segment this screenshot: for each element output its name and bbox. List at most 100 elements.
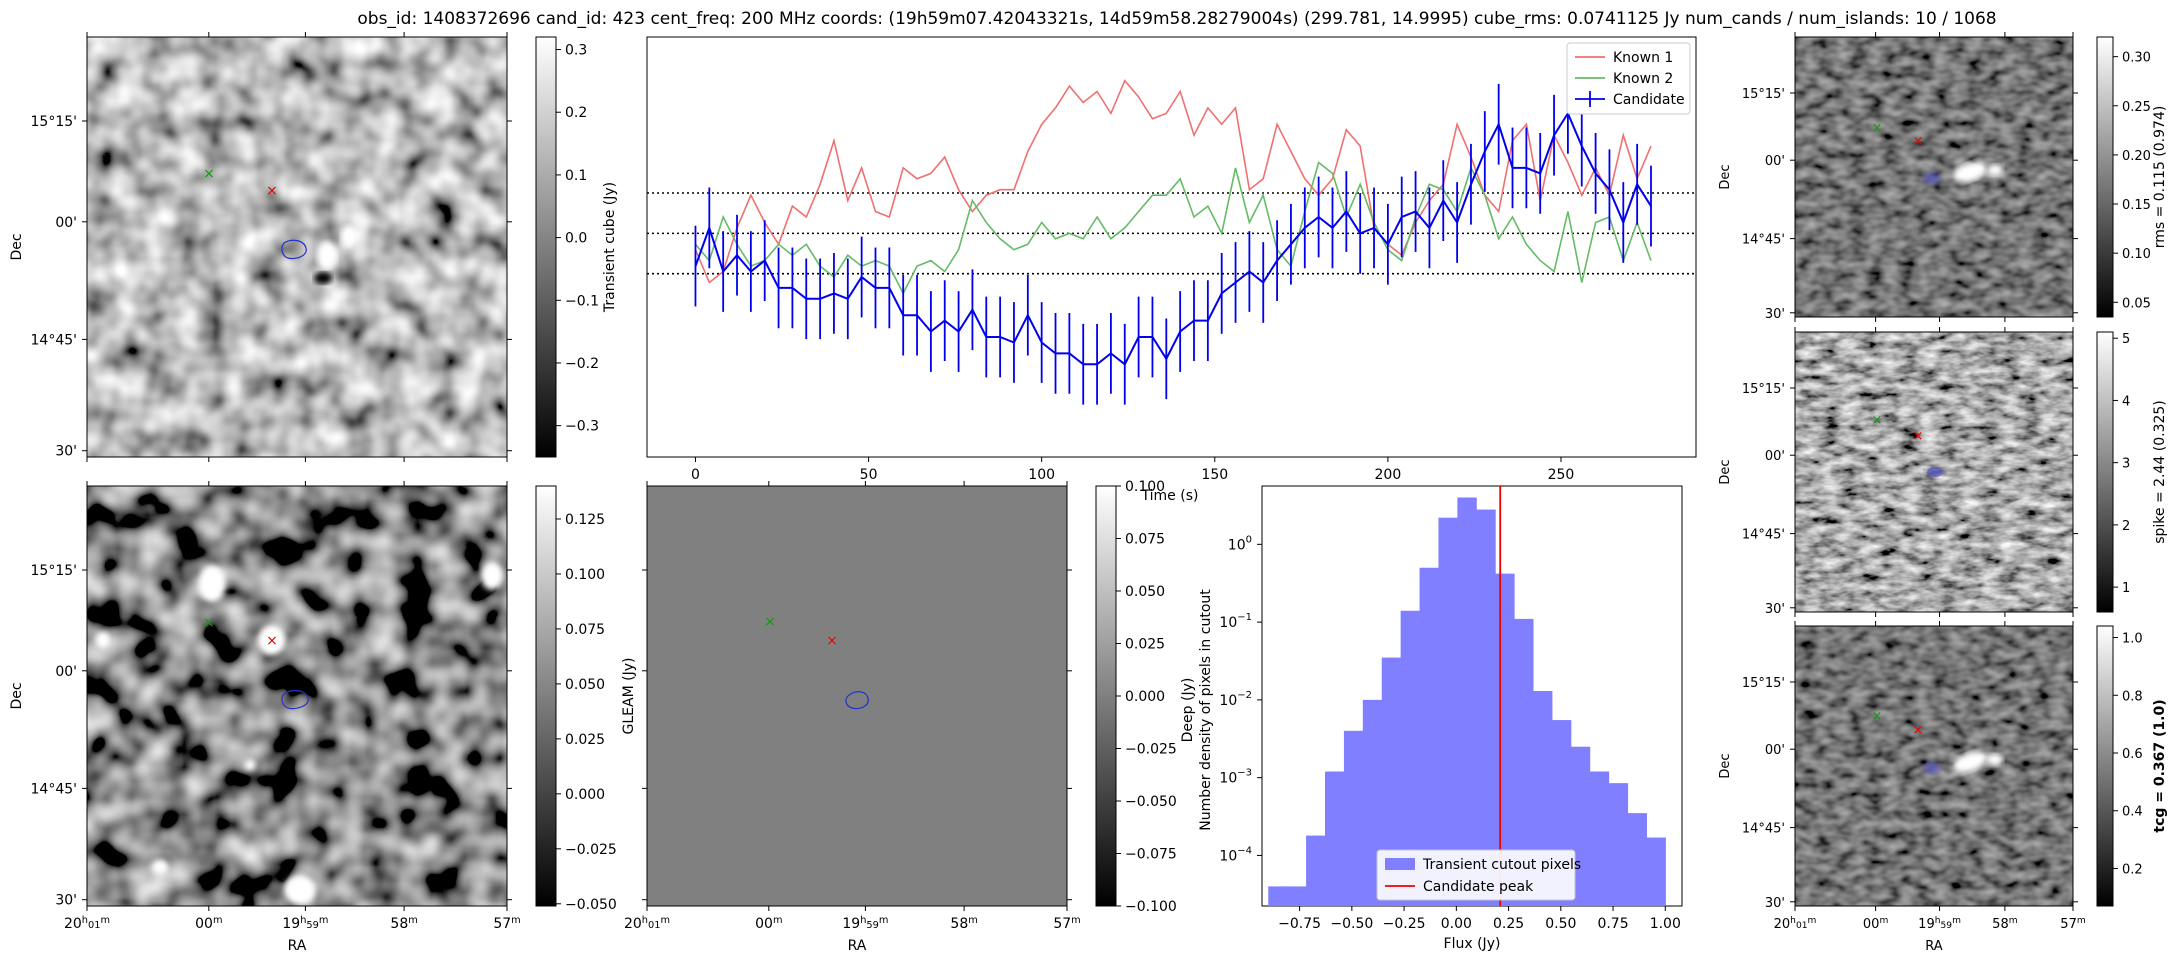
dec-tick-label: 14°45'	[1742, 822, 1785, 837]
histogram-bar	[1589, 771, 1610, 906]
colorbar-tick-label: 0.10	[2122, 247, 2151, 262]
candidate-marker: ×	[1913, 134, 1924, 149]
x-tick-label: 200	[1375, 467, 1402, 483]
colorbar-tick-label: 0.6	[2122, 747, 2143, 762]
dec-tick-label: 14°45'	[1742, 528, 1785, 543]
dec-tick-label: 00'	[1765, 449, 1785, 464]
deep-colorbar	[535, 485, 557, 907]
colorbar-tick-label: 0.15	[2122, 198, 2151, 213]
colorbar-tick-label: 0.05	[2122, 296, 2151, 311]
x-tick-label: 0.00	[1441, 916, 1472, 932]
gleam-colorbar-ticks: 0.100 0.075 0.050 0.025 0.000 −0.025 −0.050 −0.…	[1116, 479, 1177, 915]
colorbar-tick-label: 2	[2122, 519, 2130, 534]
colorbar-tick-label: 0.0	[565, 231, 587, 247]
candidate-marker: ×	[266, 183, 278, 199]
right-panel-axes: 15°15' 00' 14°45' 30' Dec 0.30 0.25 0.20 0.15 0.1…	[1718, 32, 2151, 322]
histogram-bar	[1438, 517, 1458, 906]
rms-colorbar-label: rms = 0.115 (0.974)	[2152, 106, 2168, 249]
dec-tick-label: 15°15'	[1742, 382, 1785, 397]
ra-tick-label: 19h59m	[1918, 916, 1961, 932]
spike-colorbar-label: spike = 2.44 (0.325)	[2152, 400, 2168, 544]
x-tick-label: −0.25	[1383, 916, 1426, 932]
colorbar-tick-label: −0.025	[1125, 742, 1177, 758]
ra-tick-label: 19h59m	[282, 915, 328, 932]
deep-colorbar-ticks: 0.125 0.100 0.075 0.050 0.025 0.000 −0.025 −0.0…	[556, 512, 617, 913]
colorbar-tick-label: 0.125	[565, 512, 605, 528]
dec-tick-label: 15°15'	[31, 563, 77, 579]
series-line	[694, 161, 1652, 296]
x-tick-label: 150	[1201, 467, 1228, 483]
gleam-ylabel: GLEAM (Jy)	[621, 658, 637, 735]
series-candidate	[694, 73, 1652, 405]
ra-axis-label: RA	[848, 938, 867, 954]
x-tick-label: 0.75	[1597, 916, 1628, 932]
colorbar-tick-label: 0.4	[2122, 805, 2143, 820]
ra-tick-label: 57m	[2060, 916, 2086, 932]
dec-axis-label: Dec	[1718, 753, 1733, 778]
deep-colorbar-label: Deep (Jy)	[1180, 678, 1196, 743]
colorbar-tick-label: 0.050	[1125, 584, 1165, 600]
dec-tick-label: 00'	[1765, 743, 1785, 758]
dec-tick-label: 00'	[55, 664, 77, 680]
ra-tick-label: 20h01m	[624, 915, 670, 932]
x-tick-label: 250	[1548, 467, 1575, 483]
colorbar-tick-label: 0.075	[1125, 532, 1165, 548]
ra-tick-label: 00m	[1863, 916, 1889, 932]
legend-known2: Known 2	[1613, 71, 1673, 87]
x-tick-label: 1.00	[1650, 916, 1681, 932]
right-panel-axes: 15°15' 00' 14°45' 30' Dec 5 4 3 2 1	[1718, 327, 2130, 617]
candidate-marker: ×	[1913, 429, 1924, 444]
colorbar-tick-label: 0.20	[2122, 149, 2151, 164]
colorbar-tick-label: 0.100	[565, 567, 605, 583]
dec-tick-label: 30'	[1765, 896, 1785, 911]
tcg-image-panel: × ×	[1794, 625, 2114, 907]
transient-image-panel: × ×	[86, 36, 508, 458]
lightcurve-legend: Known 1 Known 2 Candidate	[1566, 42, 1691, 115]
lightcurve-x-axis: 0 50 100 150 200 250	[691, 457, 1574, 483]
candidate-marker: ×	[266, 633, 278, 649]
dec-axis-label: Dec	[9, 682, 25, 709]
series-line	[694, 79, 1652, 284]
dec-tick-label: 30'	[1765, 307, 1785, 322]
lightcurve-panel: 0 50 100 150 200 250 Time (s) Known 1 Known 2…	[646, 36, 1697, 504]
legend-peak: Candidate peak	[1423, 879, 1534, 895]
series-line	[694, 111, 1652, 366]
y-tick-label: 10−2	[1219, 690, 1252, 709]
histogram-bar	[1400, 610, 1421, 906]
transient-colorbar-ticks: 0.3 0.2 0.1 0.0 −0.1 −0.2 −0.3	[556, 43, 599, 435]
ra-tick-label: 20h01m	[64, 915, 110, 932]
histogram-bar	[1287, 886, 1307, 906]
ra-tick-label: 00m	[195, 915, 222, 932]
ra-tick-label: 58m	[1992, 916, 2018, 932]
x-tick-label: 100	[1028, 467, 1055, 483]
transient-colorbar	[535, 36, 557, 458]
colorbar-tick-label: 0.100	[1125, 479, 1165, 495]
histogram-bar	[1646, 837, 1666, 906]
colorbar-tick-label: 1.0	[2122, 632, 2143, 647]
ra-axis-label: RA	[288, 938, 307, 954]
colorbar-tick-label: −0.075	[1125, 847, 1177, 863]
colorbar-tick-label: 0.25	[2122, 100, 2151, 115]
transient-image-axes: 15°15' 00' 14°45' 30' Dec	[9, 32, 512, 462]
ra-tick-label: 57m	[1053, 915, 1080, 932]
deep-image-panel: × ×	[86, 485, 508, 907]
histogram-panel: −0.75 −0.50 −0.25 0.00 0.25 0.50 0.75 1.00 100 10…	[1180, 485, 1683, 952]
gleam-image-panel: × ×	[646, 485, 1068, 907]
histogram-bar	[1325, 771, 1345, 906]
colorbar-tick-label: −0.2	[565, 356, 599, 372]
dec-tick-label: 14°45'	[31, 332, 77, 348]
colorbar-tick-label: 0.2	[2122, 862, 2143, 877]
colorbar-tick-label: 0.050	[565, 677, 605, 693]
dec-tick-label: 00'	[1765, 154, 1785, 169]
dec-tick-label: 14°45'	[1742, 233, 1785, 248]
dec-tick-label: 30'	[55, 444, 77, 460]
x-tick-label: 0.50	[1545, 916, 1576, 932]
colorbar-tick-label: 0.025	[1125, 637, 1165, 653]
dec-tick-label: 30'	[1765, 602, 1785, 617]
histogram-legend: Transient cutout pixels Candidate peak	[1376, 849, 1581, 901]
legend-candidate: Candidate	[1613, 92, 1685, 108]
colorbar-tick-label: −0.3	[565, 419, 599, 435]
known-source-marker: ×	[203, 166, 215, 182]
y-tick-label: 100	[1228, 534, 1252, 553]
